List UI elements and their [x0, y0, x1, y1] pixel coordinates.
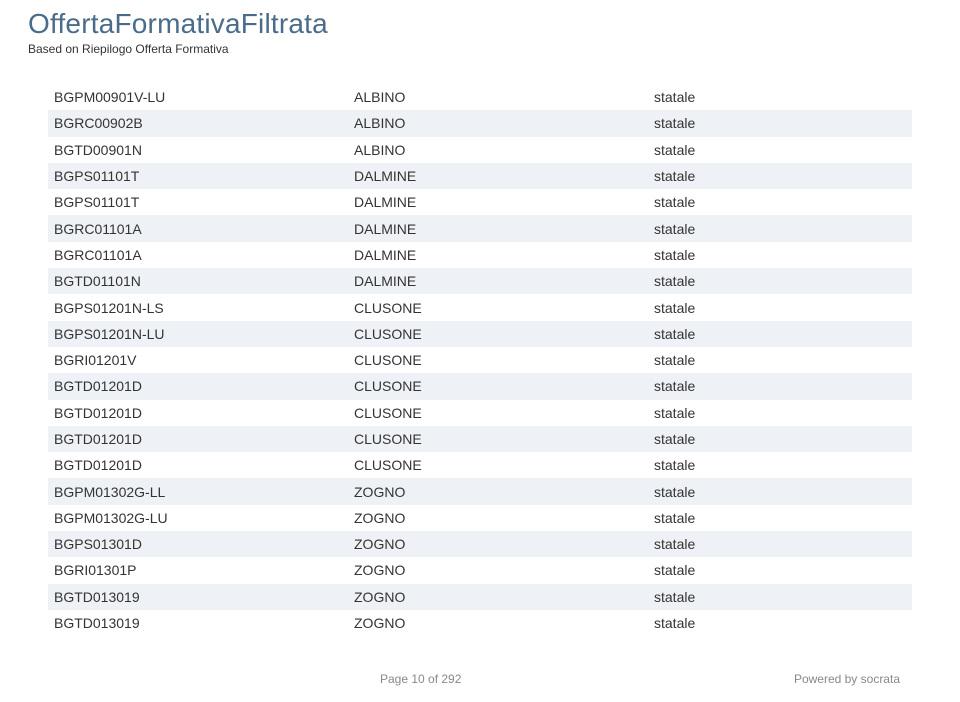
cell-type: statale — [654, 326, 912, 342]
cell-city: CLUSONE — [354, 457, 654, 473]
cell-type: statale — [654, 378, 912, 394]
table-row: BGTD01201DCLUSONEstatale — [48, 373, 912, 399]
cell-type: statale — [654, 273, 912, 289]
cell-code: BGRC01101A — [54, 221, 354, 237]
cell-city: ZOGNO — [354, 615, 654, 631]
cell-city: ZOGNO — [354, 536, 654, 552]
table-row: BGRI01201VCLUSONEstatale — [48, 347, 912, 373]
cell-type: statale — [654, 89, 912, 105]
table-row: BGPS01101TDALMINEstatale — [48, 189, 912, 215]
cell-code: BGRC01101A — [54, 247, 354, 263]
cell-code: BGTD01201D — [54, 457, 354, 473]
cell-code: BGTD013019 — [54, 615, 354, 631]
cell-city: DALMINE — [354, 247, 654, 263]
cell-type: statale — [654, 221, 912, 237]
cell-code: BGTD01201D — [54, 378, 354, 394]
table-row: BGPS01201N-LSCLUSONEstatale — [48, 294, 912, 320]
cell-city: DALMINE — [354, 194, 654, 210]
cell-code: BGPM00901V-LU — [54, 89, 354, 105]
cell-city: ZOGNO — [354, 562, 654, 578]
table-row: BGPM01302G-LLZOGNOstatale — [48, 478, 912, 504]
cell-type: statale — [654, 115, 912, 131]
cell-code: BGRI01301P — [54, 562, 354, 578]
cell-city: CLUSONE — [354, 378, 654, 394]
cell-city: ALBINO — [354, 115, 654, 131]
cell-city: DALMINE — [354, 221, 654, 237]
cell-type: statale — [654, 510, 912, 526]
footer: Page 10 of 292 Powered by socrata — [0, 672, 960, 686]
cell-type: statale — [654, 300, 912, 316]
cell-code: BGPS01101T — [54, 194, 354, 210]
cell-type: statale — [654, 536, 912, 552]
table-row: BGPS01101TDALMINEstatale — [48, 163, 912, 189]
cell-city: CLUSONE — [354, 300, 654, 316]
cell-code: BGPS01101T — [54, 168, 354, 184]
cell-city: CLUSONE — [354, 352, 654, 368]
table-row: BGPS01201N-LUCLUSONEstatale — [48, 321, 912, 347]
powered-by: Powered by socrata — [794, 672, 900, 686]
cell-code: BGTD01201D — [54, 431, 354, 447]
cell-city: ZOGNO — [354, 510, 654, 526]
table-row: BGTD00901NALBINOstatale — [48, 137, 912, 163]
page-title: OffertaFormativaFiltrata — [28, 8, 912, 40]
table-row: BGTD01201DCLUSONEstatale — [48, 400, 912, 426]
page-number: Page 10 of 292 — [380, 672, 461, 686]
table-row: BGTD01201DCLUSONEstatale — [48, 426, 912, 452]
cell-city: CLUSONE — [354, 431, 654, 447]
table-row: BGRC00902BALBINOstatale — [48, 110, 912, 136]
table-row: BGTD01101NDALMINEstatale — [48, 268, 912, 294]
cell-type: statale — [654, 142, 912, 158]
cell-code: BGPM01302G-LU — [54, 510, 354, 526]
cell-code: BGPS01201N-LU — [54, 326, 354, 342]
cell-type: statale — [654, 615, 912, 631]
cell-type: statale — [654, 484, 912, 500]
cell-type: statale — [654, 168, 912, 184]
page-subtitle: Based on Riepilogo Offerta Formativa — [28, 42, 912, 56]
cell-city: DALMINE — [354, 168, 654, 184]
cell-code: BGTD01101N — [54, 273, 354, 289]
cell-code: BGRI01201V — [54, 352, 354, 368]
data-table: BGPM00901V-LUALBINOstataleBGRC00902BALBI… — [48, 84, 912, 636]
cell-city: ZOGNO — [354, 589, 654, 605]
cell-city: CLUSONE — [354, 405, 654, 421]
cell-city: ZOGNO — [354, 484, 654, 500]
cell-code: BGTD013019 — [54, 589, 354, 605]
cell-type: statale — [654, 405, 912, 421]
cell-city: ALBINO — [354, 89, 654, 105]
cell-type: statale — [654, 352, 912, 368]
table-row: BGRC01101ADALMINEstatale — [48, 242, 912, 268]
cell-city: CLUSONE — [354, 326, 654, 342]
cell-type: statale — [654, 247, 912, 263]
cell-code: BGPM01302G-LL — [54, 484, 354, 500]
cell-code: BGTD01201D — [54, 405, 354, 421]
cell-code: BGPS01201N-LS — [54, 300, 354, 316]
cell-type: statale — [654, 431, 912, 447]
cell-type: statale — [654, 589, 912, 605]
table-row: BGPM01302G-LUZOGNOstatale — [48, 505, 912, 531]
table-row: BGRC01101ADALMINEstatale — [48, 215, 912, 241]
table-row: BGTD013019ZOGNOstatale — [48, 610, 912, 636]
cell-code: BGTD00901N — [54, 142, 354, 158]
cell-city: ALBINO — [354, 142, 654, 158]
page: OffertaFormativaFiltrata Based on Riepil… — [0, 0, 960, 702]
table-row: BGTD01201DCLUSONEstatale — [48, 452, 912, 478]
cell-type: statale — [654, 457, 912, 473]
cell-type: statale — [654, 194, 912, 210]
cell-type: statale — [654, 562, 912, 578]
cell-code: BGPS01301D — [54, 536, 354, 552]
table-row: BGTD013019ZOGNOstatale — [48, 584, 912, 610]
cell-city: DALMINE — [354, 273, 654, 289]
table-row: BGRI01301PZOGNOstatale — [48, 557, 912, 583]
table-row: BGPS01301DZOGNOstatale — [48, 531, 912, 557]
table-row: BGPM00901V-LUALBINOstatale — [48, 84, 912, 110]
cell-code: BGRC00902B — [54, 115, 354, 131]
